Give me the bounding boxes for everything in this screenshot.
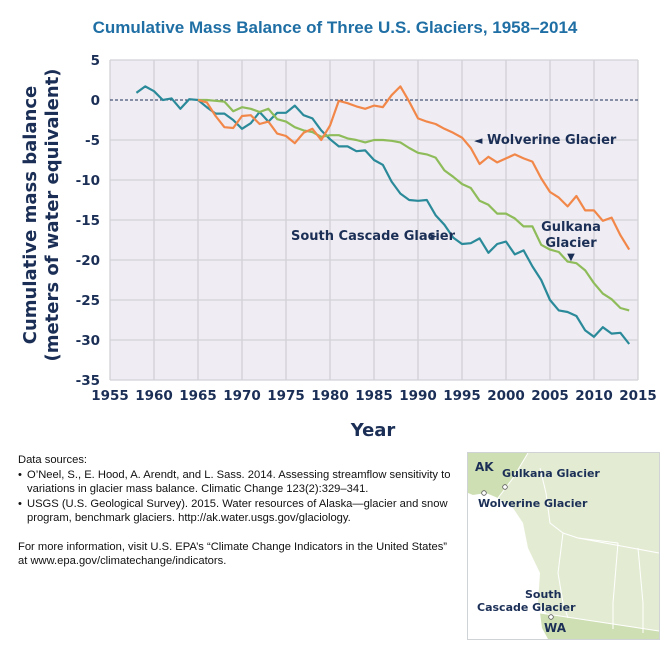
x-tick-label: 2015: [619, 388, 657, 404]
south-cascade-annotation: South Cascade Glacier ➤: [291, 229, 456, 244]
y-tick-label: 5: [91, 53, 100, 69]
x-tick-label: 1965: [179, 388, 217, 404]
location-map: AK Gulkana Glacier Wolverine Glacier Sou…: [467, 452, 660, 640]
map-label-gulkana: Gulkana Glacier: [502, 467, 600, 480]
wolverine-annotation: ◄ Wolverine Glacier: [474, 133, 617, 148]
sources-heading: Data sources:: [18, 454, 88, 466]
map-label-wolverine: Wolverine Glacier: [478, 497, 588, 510]
y-tick-label: -35: [76, 373, 100, 389]
x-axis-label: Year: [350, 420, 396, 441]
wolverine-label: Wolverine Glacier: [487, 133, 617, 148]
x-tick-label: 1970: [223, 388, 261, 404]
series-line-south-cascade-glacier: [135, 85, 631, 345]
south-cascade-arrow-icon: ➤: [428, 230, 437, 243]
more-info-text: For more information, visit U.S. EPA’s “…: [18, 540, 448, 568]
wolverine-arrow-icon: ◄: [474, 134, 483, 147]
y-axis-ticks: 5 0 -5 -10 -15 -20 -25 -30 -35: [76, 53, 100, 389]
x-tick-label: 1985: [355, 388, 393, 404]
south-cascade-label: South Cascade Glacier: [291, 229, 456, 244]
map-land-alaska: [468, 453, 528, 498]
chart: Cumulative Mass Balance of Three U.S. Gl…: [20, 18, 657, 441]
x-tick-label: 2005: [531, 388, 569, 404]
map-label-south-cascade-1: South: [525, 588, 562, 601]
y-tick-label: -10: [76, 173, 100, 189]
x-tick-label: 1975: [267, 388, 305, 404]
x-tick-label: 1995: [443, 388, 481, 404]
map-land-canada: [498, 453, 659, 639]
x-tick-label: 1960: [135, 388, 173, 404]
gulkana-glacier-marker: [502, 484, 508, 490]
series-line-gulkana-glacier: [198, 98, 630, 312]
wolverine-glacier-marker: [481, 490, 487, 496]
x-tick-label: 2000: [487, 388, 525, 404]
map-graphic: [468, 453, 659, 639]
x-axis-ticks: 1955 1960 1965 1970 1975 1980 1985 1990 1995 2000…: [91, 388, 657, 404]
y-tick-label: -25: [76, 293, 100, 309]
source-item: USGS (U.S. Geological Survey). 2015. Wat…: [18, 497, 458, 526]
gulkana-label-line-1: Gulkana: [541, 220, 601, 235]
y-axis-label-line-1: Cumulative mass balance: [20, 86, 41, 345]
x-tick-label: 1980: [311, 388, 349, 404]
y-axis-label: Cumulative mass balance (meters of water…: [20, 68, 63, 361]
source-item: O’Neel, S., E. Hood, A. Arendt, and L. S…: [18, 468, 458, 497]
map-land-washington: [540, 613, 659, 639]
series-line-wolverine-glacier: [197, 85, 631, 251]
data-sources: Data sources: O’Neel, S., E. Hood, A. Ar…: [18, 453, 458, 569]
gulkana-arrow-icon: ▼: [567, 252, 575, 263]
sources-list: O’Neel, S., E. Hood, A. Arendt, and L. S…: [18, 468, 458, 526]
y-tick-label: -20: [76, 253, 100, 269]
x-tick-label: 2010: [575, 388, 613, 404]
y-tick-label: 0: [91, 93, 100, 109]
x-tick-label: 1990: [399, 388, 437, 404]
y-tick-label: -5: [85, 133, 100, 149]
x-tick-label: 1955: [91, 388, 129, 404]
y-axis-label-line-2: (meters of water equivalent): [42, 68, 63, 361]
y-tick-label: -30: [76, 333, 100, 349]
gulkana-annotation: Gulkana Glacier ▼: [541, 220, 601, 263]
map-label-south-cascade-2: Cascade Glacier: [477, 601, 576, 614]
series-lines: [135, 85, 631, 345]
y-tick-label: -15: [76, 213, 100, 229]
map-label-wa: WA: [544, 621, 566, 635]
chart-title: Cumulative Mass Balance of Three U.S. Gl…: [93, 18, 578, 37]
map-label-ak: AK: [475, 460, 494, 474]
map-borders: [497, 453, 659, 633]
gulkana-label-line-2: Glacier: [545, 236, 597, 251]
south-cascade-glacier-marker: [548, 614, 554, 620]
